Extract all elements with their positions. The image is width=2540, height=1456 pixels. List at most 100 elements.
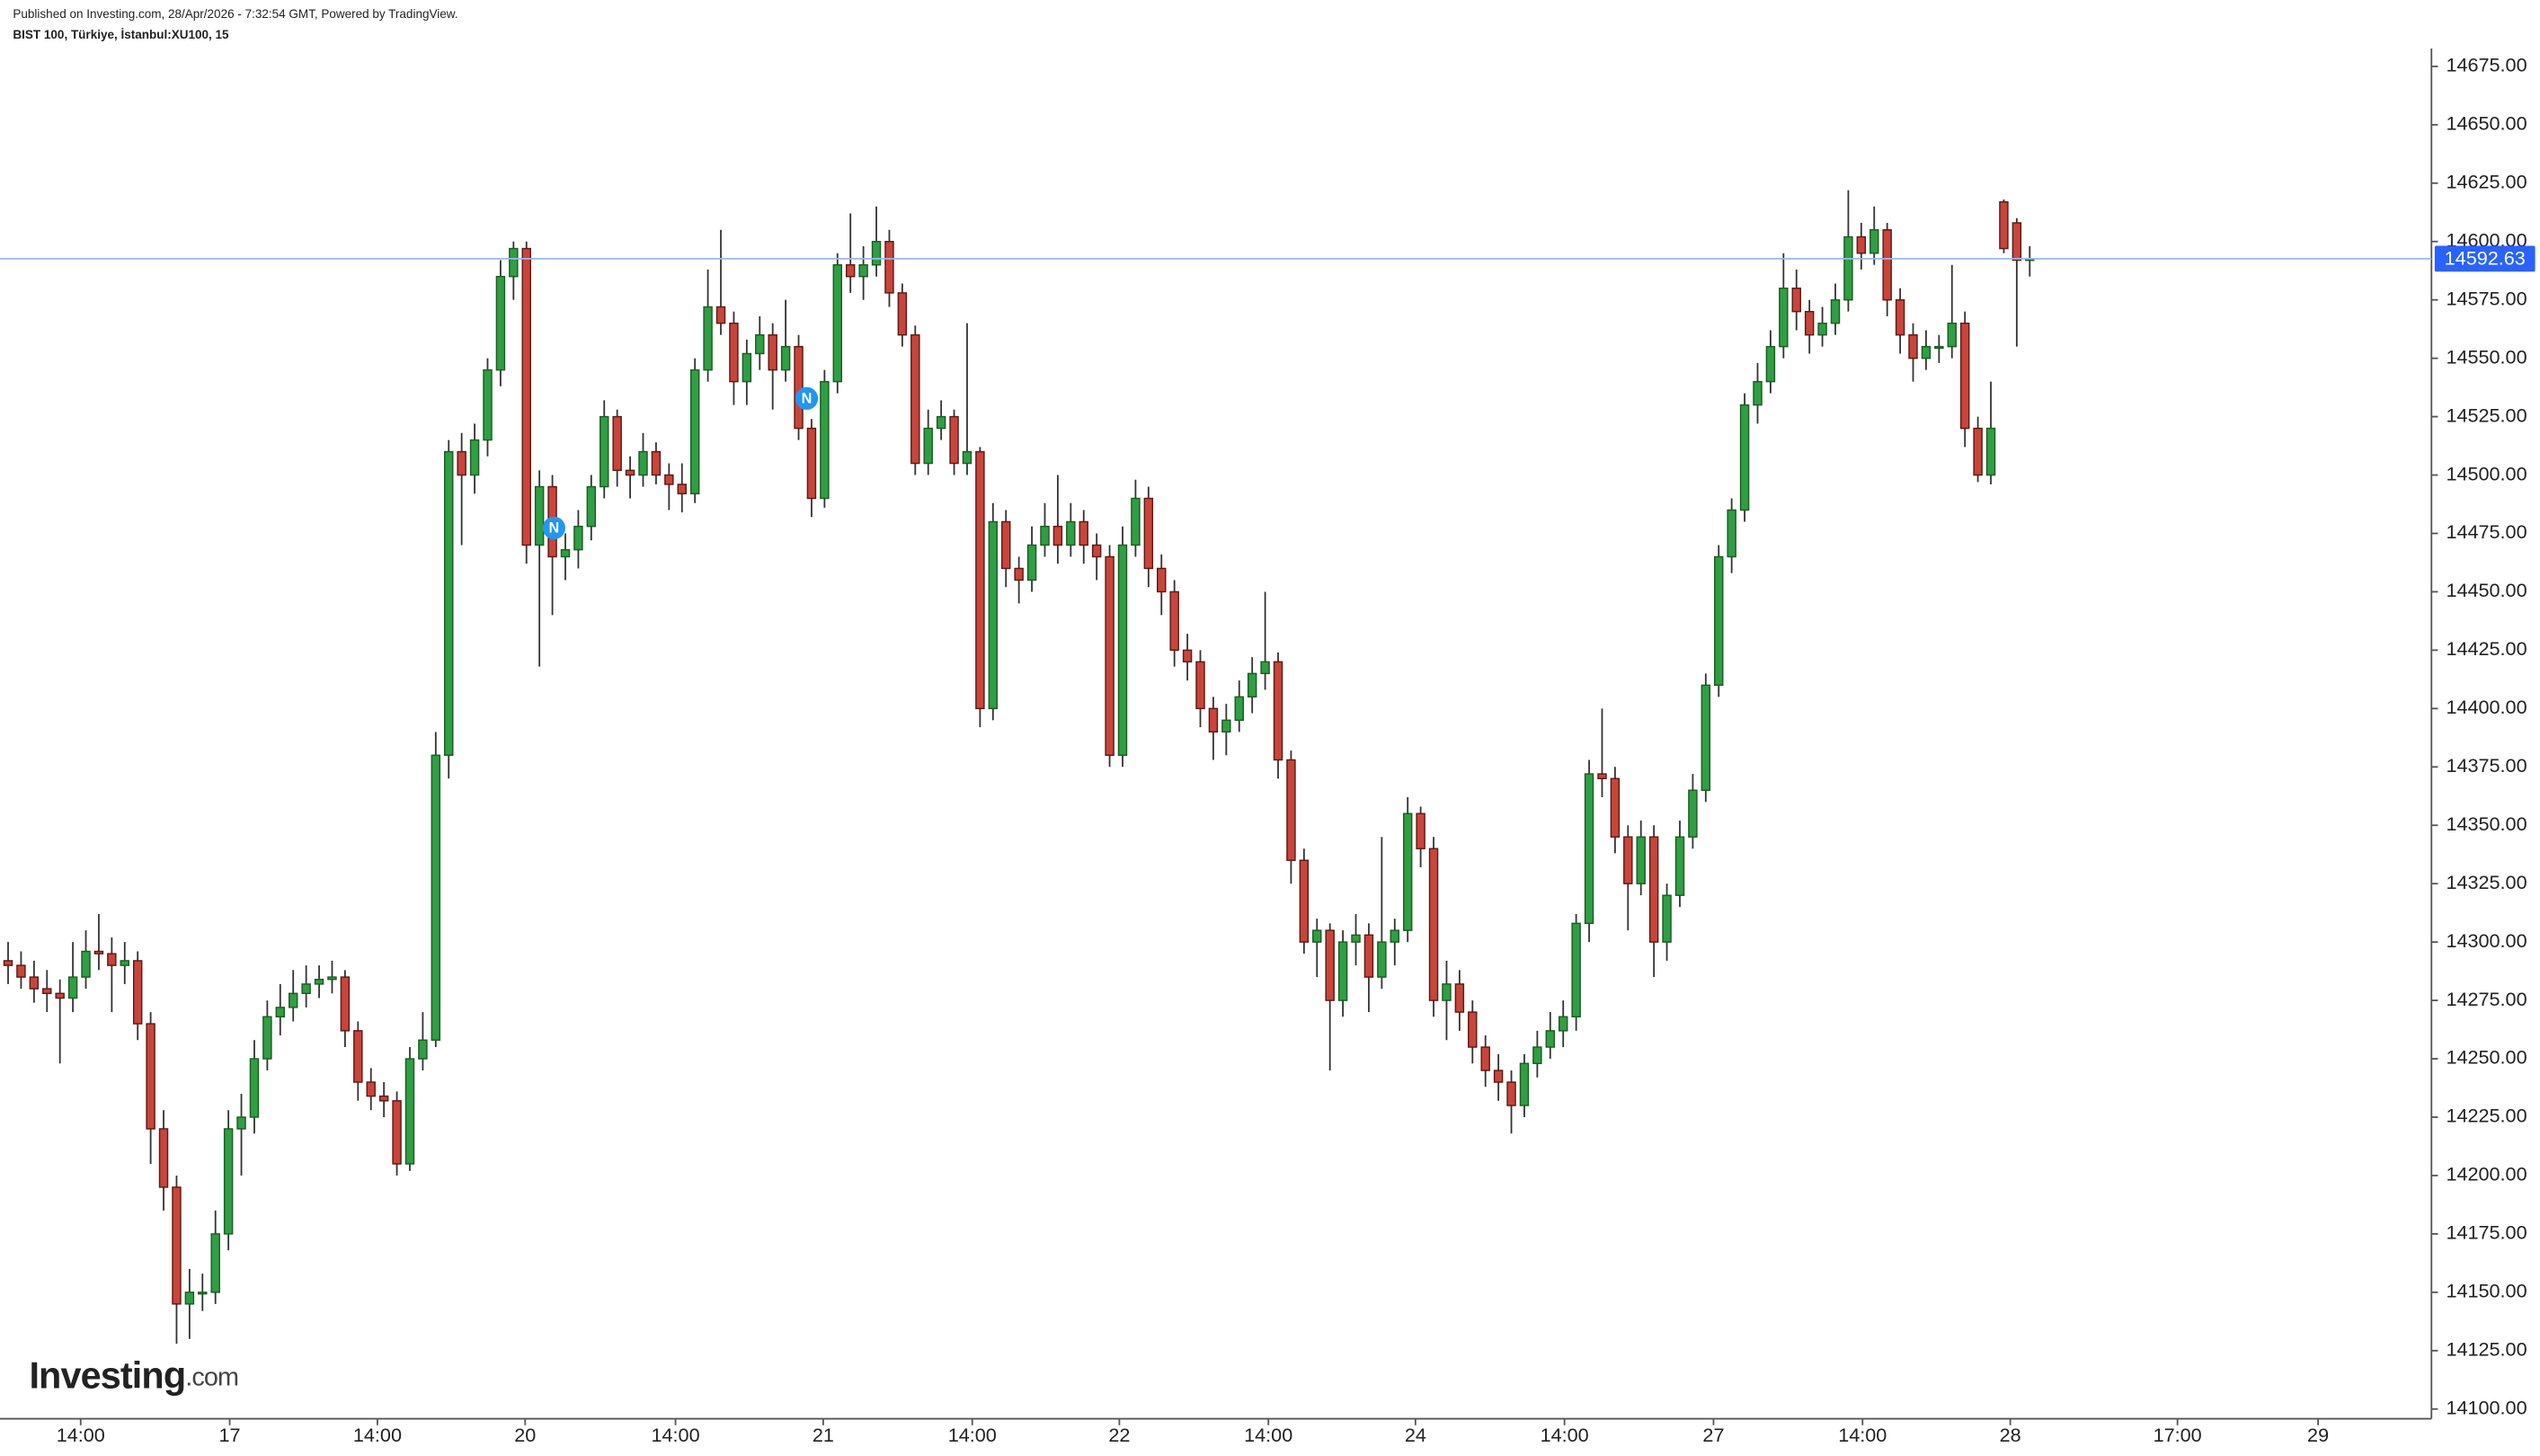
candle-body: [586, 485, 597, 528]
candle-body: [1999, 200, 2009, 250]
candle-body: [1519, 1062, 1530, 1106]
y-tick-label: 14325.00: [2446, 871, 2527, 893]
candle-body: [794, 345, 804, 430]
candle-body: [1791, 287, 1801, 313]
candle-body: [1468, 1011, 1478, 1048]
candle-body: [81, 950, 91, 978]
candle-body: [249, 1058, 260, 1118]
candle-body: [651, 450, 662, 476]
candle-body: [1765, 345, 1776, 383]
candle-body: [1000, 520, 1011, 570]
y-tick-label: 14100.00: [2446, 1396, 2527, 1418]
candle-body: [677, 484, 687, 495]
candle-body: [1091, 544, 1102, 558]
candle-body: [884, 241, 894, 294]
candle-body: [1545, 1030, 1556, 1048]
candle-body: [1014, 567, 1024, 582]
candle-body: [1947, 322, 1957, 348]
candle-body: [820, 380, 830, 500]
candle-body: [262, 1016, 272, 1060]
candle-body: [1753, 380, 1763, 406]
candle-body: [444, 450, 454, 757]
candle-body: [1157, 567, 1167, 593]
candle-body: [599, 415, 609, 488]
candle-body: [1610, 777, 1621, 838]
candle-body: [509, 247, 519, 278]
candle-body: [1688, 789, 1698, 838]
svg-text:N: N: [802, 390, 813, 406]
candle-body: [1674, 836, 1685, 896]
candle-body: [1662, 894, 1672, 943]
y-tick-label: 14125.00: [2446, 1338, 2527, 1361]
candle-body: [1856, 235, 1867, 254]
candle-body: [1597, 773, 1607, 779]
candle-body: [93, 950, 104, 954]
y-tick-label: 14225.00: [2446, 1105, 2527, 1127]
y-tick-label: 14375.00: [2446, 754, 2527, 777]
candle-body: [1908, 333, 1918, 360]
candle-body: [612, 415, 622, 472]
candle-body: [742, 352, 752, 383]
chart-title: BIST 100, Türkiye, İstanbul:XU100, 15: [13, 28, 229, 41]
candle-body: [1454, 983, 1465, 1013]
x-tick-label: 14:00: [1244, 1424, 1292, 1446]
y-tick-label: 14500.00: [2446, 462, 2527, 484]
candle-body: [534, 485, 545, 546]
candle-body: [664, 474, 674, 485]
candle-body: [236, 1116, 246, 1130]
candle-body: [1312, 929, 1322, 943]
y-tick-label: 14575.00: [2446, 287, 2527, 309]
candle-body: [107, 953, 117, 966]
candle-body: [962, 450, 972, 465]
candle-body: [1843, 235, 1853, 301]
candle-body: [67, 976, 78, 999]
candle-body: [1727, 509, 1736, 558]
x-tick-label: 20: [514, 1424, 536, 1446]
candle-body: [158, 1128, 169, 1188]
y-tick-label: 14550.00: [2446, 345, 2527, 368]
candle-body: [314, 978, 324, 985]
candle-body: [223, 1128, 234, 1235]
y-tick-label: 14450.00: [2446, 579, 2527, 601]
candle-body: [1493, 1070, 1504, 1083]
candle-body: [288, 992, 298, 1008]
candle-body: [457, 450, 466, 476]
candle-body: [1442, 983, 1452, 1001]
candle-body: [1648, 836, 1659, 943]
candle-body: [1584, 773, 1594, 925]
candle-body: [1234, 696, 1244, 722]
candle-body: [1402, 812, 1413, 931]
candle-body: [897, 292, 908, 336]
y-tick-label: 14400.00: [2446, 696, 2527, 718]
candle-body: [573, 525, 583, 551]
y-tick-label: 14475.00: [2446, 520, 2527, 543]
candle-body: [1701, 684, 1711, 791]
svg-text:N: N: [549, 520, 560, 537]
y-tick-label: 14200.00: [2446, 1163, 2527, 1185]
candle-body: [1506, 1081, 1516, 1106]
candle-body: [1066, 520, 1076, 546]
x-tick-label: 27: [1702, 1424, 1724, 1446]
candle-body: [1532, 1046, 1542, 1064]
candle-body: [1973, 427, 1983, 476]
y-tick-label: 14425.00: [2446, 637, 2527, 660]
candle-body: [1985, 427, 1996, 476]
candle-body: [1921, 345, 1932, 360]
candle-body: [2012, 222, 2022, 262]
x-tick-label: 17: [219, 1424, 241, 1446]
candle-body: [353, 1030, 363, 1083]
candle-body: [1260, 661, 1270, 675]
candle-body: [1869, 229, 1879, 254]
logo: Investing.com: [29, 1354, 238, 1396]
candle-body: [1273, 661, 1283, 761]
candle-body: [1079, 520, 1088, 546]
logo-name: Investing: [29, 1354, 185, 1396]
candle-body: [560, 548, 571, 558]
candle-body: [832, 263, 843, 383]
x-tick-label: 14:00: [1541, 1424, 1589, 1446]
candle-body: [1143, 497, 1154, 570]
candle-body: [871, 241, 882, 266]
candle-body: [755, 333, 765, 355]
candle-body: [418, 1039, 428, 1060]
candle-body: [923, 427, 933, 465]
